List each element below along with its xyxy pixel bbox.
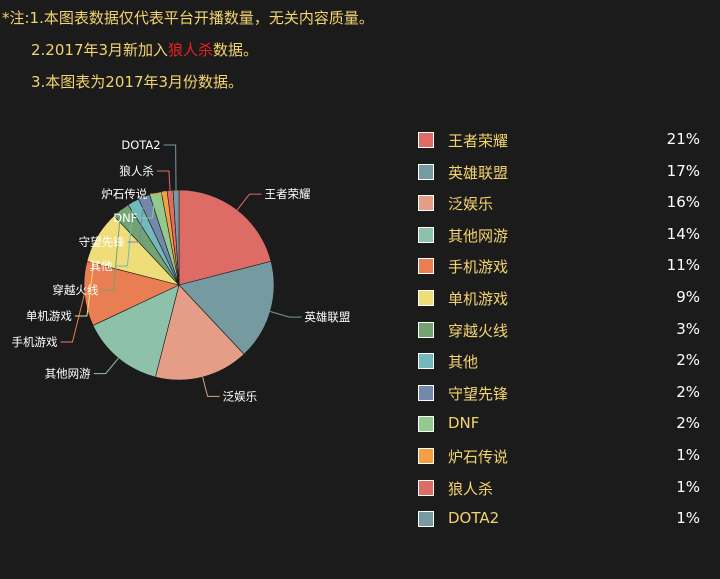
legend-name: 其他网游 bbox=[448, 226, 509, 245]
pie-slice-label: 其他网游 bbox=[45, 367, 91, 381]
legend-swatch bbox=[418, 258, 434, 275]
legend-item[interactable]: 单机游戏 9% bbox=[418, 286, 710, 318]
legend-percent: 2% bbox=[676, 351, 700, 370]
legend-swatch bbox=[418, 195, 434, 212]
pie-leader-line bbox=[93, 357, 119, 375]
chart-legend: 王者荣耀 21% 英雄联盟 17% 泛娱乐 16% 其他网游 14% 手机游戏 11% 单机游戏 9%… bbox=[418, 128, 710, 539]
legend-swatch bbox=[418, 226, 434, 243]
legend-percent: 9% bbox=[676, 287, 700, 306]
pie-leader-line bbox=[74, 236, 98, 317]
legend-percent: 3% bbox=[676, 319, 700, 338]
pie-slice[interactable] bbox=[178, 261, 275, 355]
pie-slice-label: DOTA2 bbox=[121, 138, 160, 152]
pie-leader-line bbox=[127, 196, 145, 243]
pie-slice-label: 炉石传说 bbox=[101, 187, 147, 201]
legend-percent: 2% bbox=[676, 414, 700, 433]
legend-item[interactable]: 守望先锋 2% bbox=[418, 381, 710, 413]
pie-slice[interactable] bbox=[155, 284, 245, 381]
pie-slice-label: 泛娱乐 bbox=[223, 389, 258, 403]
pie-slice-label: 守望先锋 bbox=[79, 235, 125, 249]
legend-item[interactable]: 穿越火线 3% bbox=[418, 318, 710, 350]
pie-slice-label: 单机游戏 bbox=[26, 309, 72, 323]
legend-name: DOTA2 bbox=[448, 509, 500, 528]
legend-percent: 2% bbox=[676, 382, 700, 401]
legend-swatch bbox=[418, 132, 434, 148]
pie-slice-label: 狼人杀 bbox=[119, 164, 154, 178]
pie-leader-line bbox=[270, 311, 302, 318]
legend-percent: 14% bbox=[666, 224, 700, 243]
legend-percent: 11% bbox=[666, 256, 700, 275]
legend-percent: 16% bbox=[666, 193, 700, 212]
notes-panel: *注:1.本图表数据仅代表平台开播数量，无关内容质量。 2.2017年3月新加入… bbox=[0, 0, 720, 110]
legend-swatch bbox=[418, 479, 434, 496]
legend-name: 其他 bbox=[448, 353, 479, 372]
pie-leader-line bbox=[101, 209, 122, 291]
legend-item[interactable]: 炉石传说 1% bbox=[418, 444, 710, 476]
legend-swatch bbox=[418, 353, 434, 370]
legend-item[interactable]: 其他网游 14% bbox=[418, 223, 710, 255]
pie-leader-line bbox=[115, 201, 134, 267]
note-line-2-prefix: 2.2017年3月新加入 bbox=[31, 41, 169, 59]
pie-leader-line bbox=[156, 170, 171, 191]
legend-percent: 1% bbox=[676, 477, 700, 496]
legend-name: 守望先锋 bbox=[448, 384, 509, 403]
legend-swatch bbox=[418, 289, 434, 306]
pie-leader-line bbox=[163, 144, 177, 191]
pie-leader-line bbox=[236, 193, 262, 211]
legend-swatch bbox=[418, 163, 434, 180]
note-line-3: 3.本图表为2017年3月份数据。 bbox=[31, 73, 244, 91]
pie-slice-label: 穿越火线 bbox=[52, 283, 98, 297]
pie-slice-label: 其他 bbox=[89, 259, 112, 273]
legend-name: DNF bbox=[448, 414, 480, 433]
legend-item[interactable]: 狼人杀 1% bbox=[418, 476, 710, 508]
legend-item[interactable]: 英雄联盟 17% bbox=[418, 160, 710, 192]
legend-name: 穿越火线 bbox=[448, 321, 509, 340]
legend-item[interactable]: 王者荣耀 21% bbox=[418, 128, 710, 160]
pie-slice[interactable] bbox=[92, 284, 180, 378]
legend-swatch bbox=[418, 511, 434, 528]
pie-slice-label: 英雄联盟 bbox=[304, 310, 350, 324]
legend-percent: 17% bbox=[666, 161, 700, 180]
pie-leader-line bbox=[140, 192, 156, 219]
note-line-2: 2.2017年3月新加入狼人杀数据。 bbox=[31, 40, 258, 60]
legend-swatch bbox=[418, 447, 434, 464]
pie-leader-line bbox=[150, 190, 165, 195]
legend-name: 英雄联盟 bbox=[448, 163, 509, 182]
legend-name: 泛娱乐 bbox=[448, 195, 494, 214]
pie-slice-label: DNF bbox=[113, 211, 137, 225]
pie-leader-line bbox=[202, 376, 220, 397]
legend-swatch bbox=[418, 321, 434, 338]
pie-slice[interactable] bbox=[172, 189, 180, 286]
legend-percent: 1% bbox=[676, 509, 700, 528]
legend-item[interactable]: DOTA2 1% bbox=[418, 507, 710, 539]
pie-leader-line bbox=[60, 293, 85, 343]
legend-name: 王者荣耀 bbox=[448, 132, 509, 150]
legend-item[interactable]: DNF 2% bbox=[418, 412, 710, 444]
legend-name: 手机游戏 bbox=[448, 258, 509, 277]
legend-swatch bbox=[418, 384, 434, 401]
note-line-2-highlight: 狼人杀 bbox=[168, 41, 214, 59]
legend-name: 炉石传说 bbox=[448, 447, 509, 466]
note-line-2-suffix: 数据。 bbox=[213, 41, 259, 59]
legend-item[interactable]: 手机游戏 11% bbox=[418, 254, 710, 286]
legend-item[interactable]: 泛娱乐 16% bbox=[418, 191, 710, 223]
legend-percent: 21% bbox=[666, 130, 700, 148]
legend-name: 狼人杀 bbox=[448, 479, 494, 498]
legend-name: 单机游戏 bbox=[448, 289, 509, 308]
pie-slice[interactable] bbox=[178, 189, 272, 286]
legend-swatch bbox=[418, 416, 434, 433]
pie-slice-label: 手机游戏 bbox=[11, 335, 57, 349]
pie-slice[interactable] bbox=[83, 261, 180, 326]
note-line-1: *注:1.本图表数据仅代表平台开播数量，无关内容质量。 bbox=[2, 9, 374, 27]
pie-slice-label: 王者荣耀 bbox=[264, 187, 310, 201]
legend-percent: 1% bbox=[676, 445, 700, 464]
legend-item[interactable]: 其他 2% bbox=[418, 349, 710, 381]
